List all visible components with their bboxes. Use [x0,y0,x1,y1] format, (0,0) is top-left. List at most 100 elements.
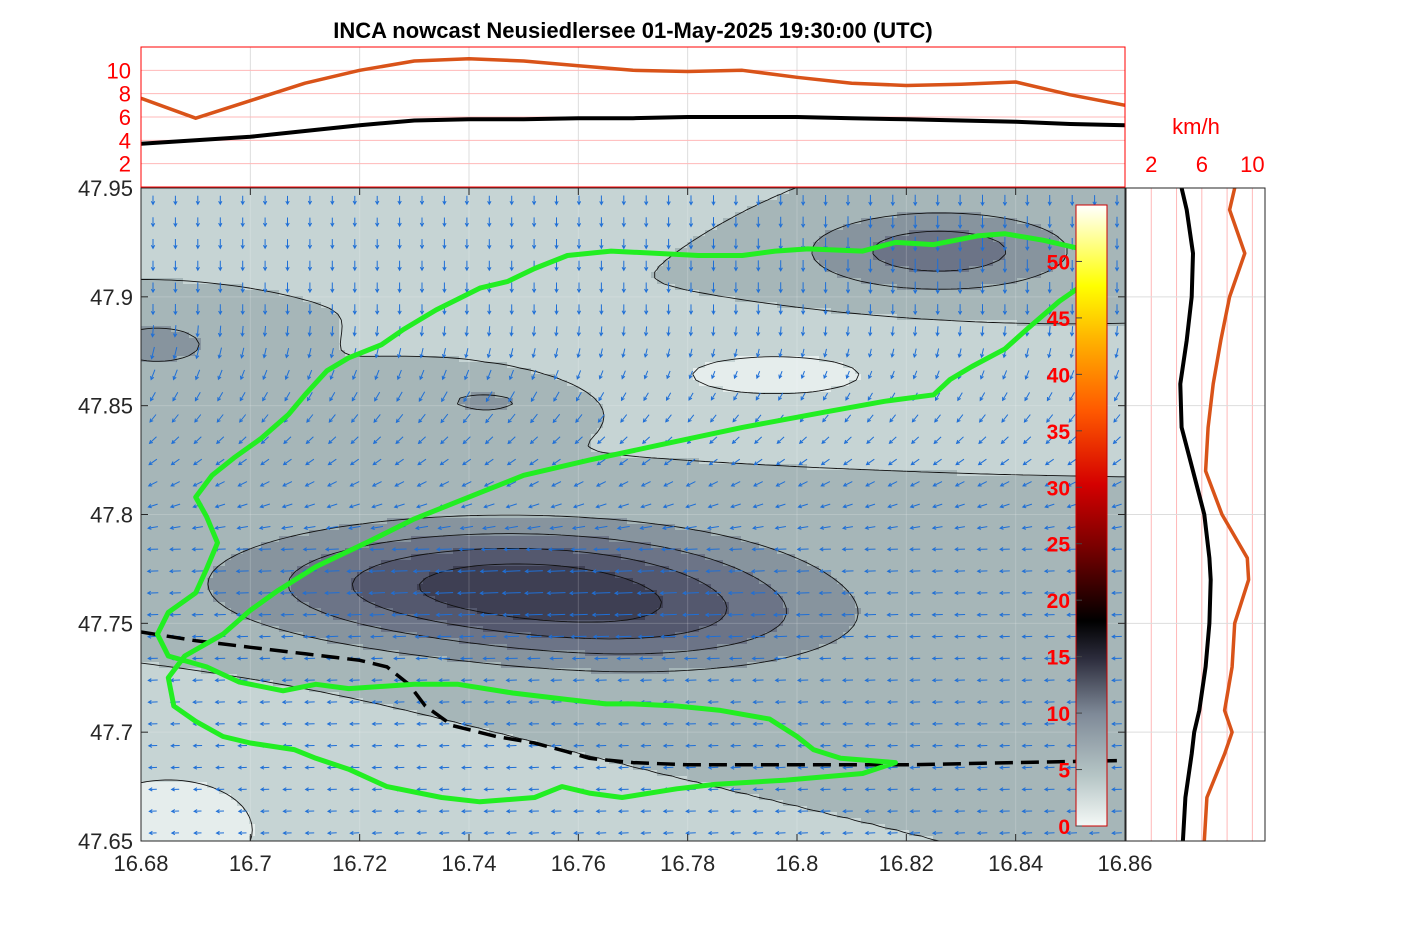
contour-cell [405,230,412,237]
contour-cell [357,734,364,741]
contour-cell [333,206,340,213]
contour-cell [291,518,298,525]
contour-cell [261,656,268,663]
contour-cell [159,824,166,831]
contour-cell [291,356,298,363]
contour-cell [165,716,172,723]
contour-cell [141,458,148,465]
contour-cell [177,794,184,801]
contour-cell [201,710,208,717]
contour-cell [207,242,214,249]
contour-cell [381,404,388,411]
contour-cell [393,362,400,369]
contour-cell [153,194,160,201]
contour-cell [333,470,340,477]
contour-cell [231,206,238,213]
contour-cell [255,788,262,795]
contour-cell [165,362,172,369]
contour-cell [357,434,364,441]
contour-cell [147,542,154,549]
contour-cell [327,458,334,465]
contour-cell [381,818,388,825]
contour-cell [321,788,328,795]
contour-cell [231,440,238,447]
contour-cell [351,476,358,483]
contour-cell [243,356,250,363]
contour-cell [165,446,172,453]
contour-cell [393,806,400,813]
contour-cell [219,470,226,477]
contour-cell [333,746,340,753]
contour-cell [309,392,316,399]
contour-cell [219,686,226,693]
contour-cell [267,746,274,753]
contour-cell [267,614,274,621]
contour-cell [363,752,370,759]
contour-cell [369,512,376,519]
contour-cell [141,668,148,675]
contour-cell [345,794,352,801]
contour-cell [177,686,184,693]
contour-cell [309,776,316,783]
contour-cell [345,788,352,795]
contour-cell [171,254,178,261]
contour-cell [327,446,334,453]
contour-cell [231,518,238,525]
contour-cell [315,488,322,495]
contour-cell [279,668,286,675]
contour-cell [411,248,418,255]
contour-cell [327,380,334,387]
contour-cell [285,632,292,639]
contour-cell [321,422,328,429]
contour-cell [381,212,388,219]
top-y-tick-label: 4 [119,128,131,153]
contour-cell [399,710,406,717]
contour-cell [231,302,238,309]
contour-cell [309,548,316,555]
contour-cell [153,536,160,543]
contour-cell [387,212,394,219]
contour-cell [363,614,370,621]
contour-cell [327,392,334,399]
contour-cell [285,722,292,729]
contour-cell [309,458,316,465]
contour-cell [141,746,148,753]
contour-cell [243,806,250,813]
contour-cell [189,386,196,393]
contour-cell [159,200,166,207]
contour-cell [267,662,274,669]
contour-cell [297,674,304,681]
contour-cell [363,500,370,507]
contour-cell [243,218,250,225]
contour-cell [315,506,322,513]
contour-cell [171,368,178,375]
contour-cell [369,710,376,717]
contour-cell [357,596,364,603]
contour-cell [375,476,382,483]
contour-cell [153,206,160,213]
contour-cell [189,422,196,429]
contour-cell [297,350,304,357]
contour-cell [231,296,238,303]
contour-cell [177,368,184,375]
contour-cell [243,704,250,711]
contour-cell [285,602,292,609]
contour-cell [291,716,298,723]
contour-cell [339,296,346,303]
contour-cell [309,500,316,507]
contour-cell [279,776,286,783]
contour-cell [201,422,208,429]
contour-cell [243,554,250,561]
contour-cell [141,788,148,795]
contour-cell [267,734,274,741]
contour-cell [357,338,364,345]
contour-cell [141,386,148,393]
contour-cell [159,764,166,771]
contour-cell [213,392,220,399]
contour-cell [189,428,196,435]
contour-cell [333,476,340,483]
contour-cell [297,284,304,291]
contour-cell [201,248,208,255]
contour-cell [159,422,166,429]
contour-cell [165,440,172,447]
